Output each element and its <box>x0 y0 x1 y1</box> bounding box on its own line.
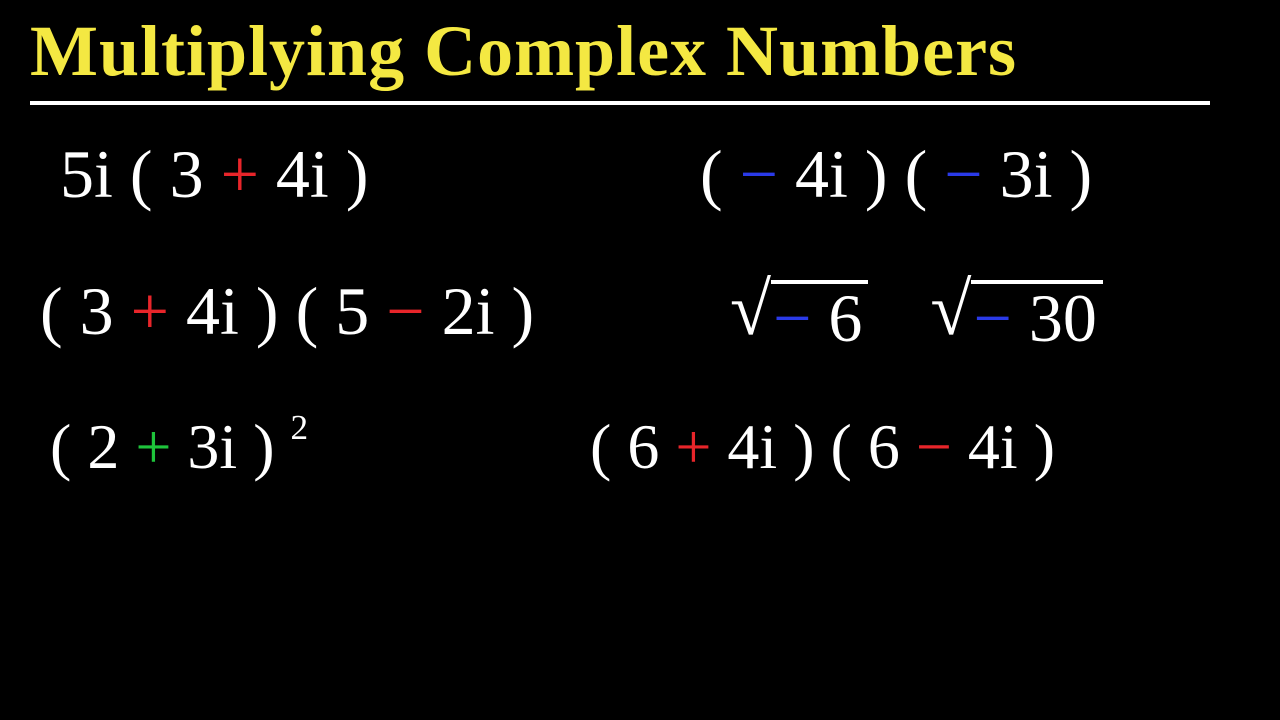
paren: ) <box>512 273 535 349</box>
term: 6 <box>868 411 900 482</box>
equation-grid: 5i ( 3 + 4i ) ( − 4i ) ( − 3i ) ( 3 + 4i… <box>0 105 1280 484</box>
term: 3 <box>80 273 114 349</box>
eq-1-right: ( − 4i ) ( − 3i ) <box>700 135 1240 214</box>
paren: ) <box>1070 136 1093 212</box>
term: 30 <box>1029 280 1097 356</box>
term: 3i <box>1000 136 1053 212</box>
minus-op: − <box>386 273 424 349</box>
paren: ) <box>253 411 274 482</box>
paren: ( <box>590 411 611 482</box>
plus-op: + <box>131 273 169 349</box>
equation-row-2: ( 3 + 4i ) ( 5 − 2i ) √ − 6 √ − <box>60 272 1240 352</box>
equation-row-3: ( 2 + 3i ) 2 ( 6 + 4i ) ( 6 − 4i ) <box>60 410 1240 484</box>
minus-op: − <box>773 280 811 356</box>
plus-op: + <box>221 136 259 212</box>
term: 3i <box>187 411 237 482</box>
radical-icon: √ <box>730 280 771 340</box>
paren: ( <box>40 273 63 349</box>
term: 4i <box>727 411 777 482</box>
eq-2-right: √ − 6 √ − 30 <box>680 272 1240 352</box>
paren: ) <box>1034 411 1055 482</box>
minus-op: − <box>944 136 982 212</box>
term: 5i <box>60 136 113 212</box>
equation-row-1: 5i ( 3 + 4i ) ( − 4i ) ( − 3i ) <box>60 135 1240 214</box>
paren: ( <box>296 273 319 349</box>
paren: ( <box>905 136 928 212</box>
eq-3-left: ( 2 + 3i ) 2 <box>50 410 590 484</box>
eq-2-left: ( 3 + 4i ) ( 5 − 2i ) <box>40 272 680 351</box>
term: 4i <box>795 136 848 212</box>
sqrt-2: √ − 30 <box>930 280 1102 352</box>
term: 6 <box>627 411 659 482</box>
minus-op: − <box>916 411 952 482</box>
term: 4i <box>186 273 239 349</box>
paren: ( <box>700 136 723 212</box>
paren: ) <box>793 411 814 482</box>
eq-1-left: 5i ( 3 + 4i ) <box>60 135 700 214</box>
paren: ( <box>50 411 71 482</box>
term: 3 <box>170 136 204 212</box>
term: 6 <box>828 280 862 356</box>
exponent: 2 <box>291 408 309 447</box>
plus-op: + <box>135 411 171 482</box>
term: 4i <box>276 136 329 212</box>
term: 4i <box>968 411 1018 482</box>
page-title: Multiplying Complex Numbers <box>0 0 1280 93</box>
minus-op: − <box>740 136 778 212</box>
plus-op: + <box>675 411 711 482</box>
eq-3-right: ( 6 + 4i ) ( 6 − 4i ) <box>590 410 1240 484</box>
term: 2i <box>442 273 495 349</box>
paren: ) <box>346 136 369 212</box>
paren: ) <box>256 273 279 349</box>
paren: ( <box>831 411 852 482</box>
radical-icon: √ <box>930 280 971 340</box>
paren: ( <box>130 136 153 212</box>
minus-op: − <box>973 280 1011 356</box>
term: 2 <box>87 411 119 482</box>
term: 5 <box>335 273 369 349</box>
paren: ) <box>865 136 888 212</box>
sqrt-1: √ − 6 <box>730 280 868 352</box>
